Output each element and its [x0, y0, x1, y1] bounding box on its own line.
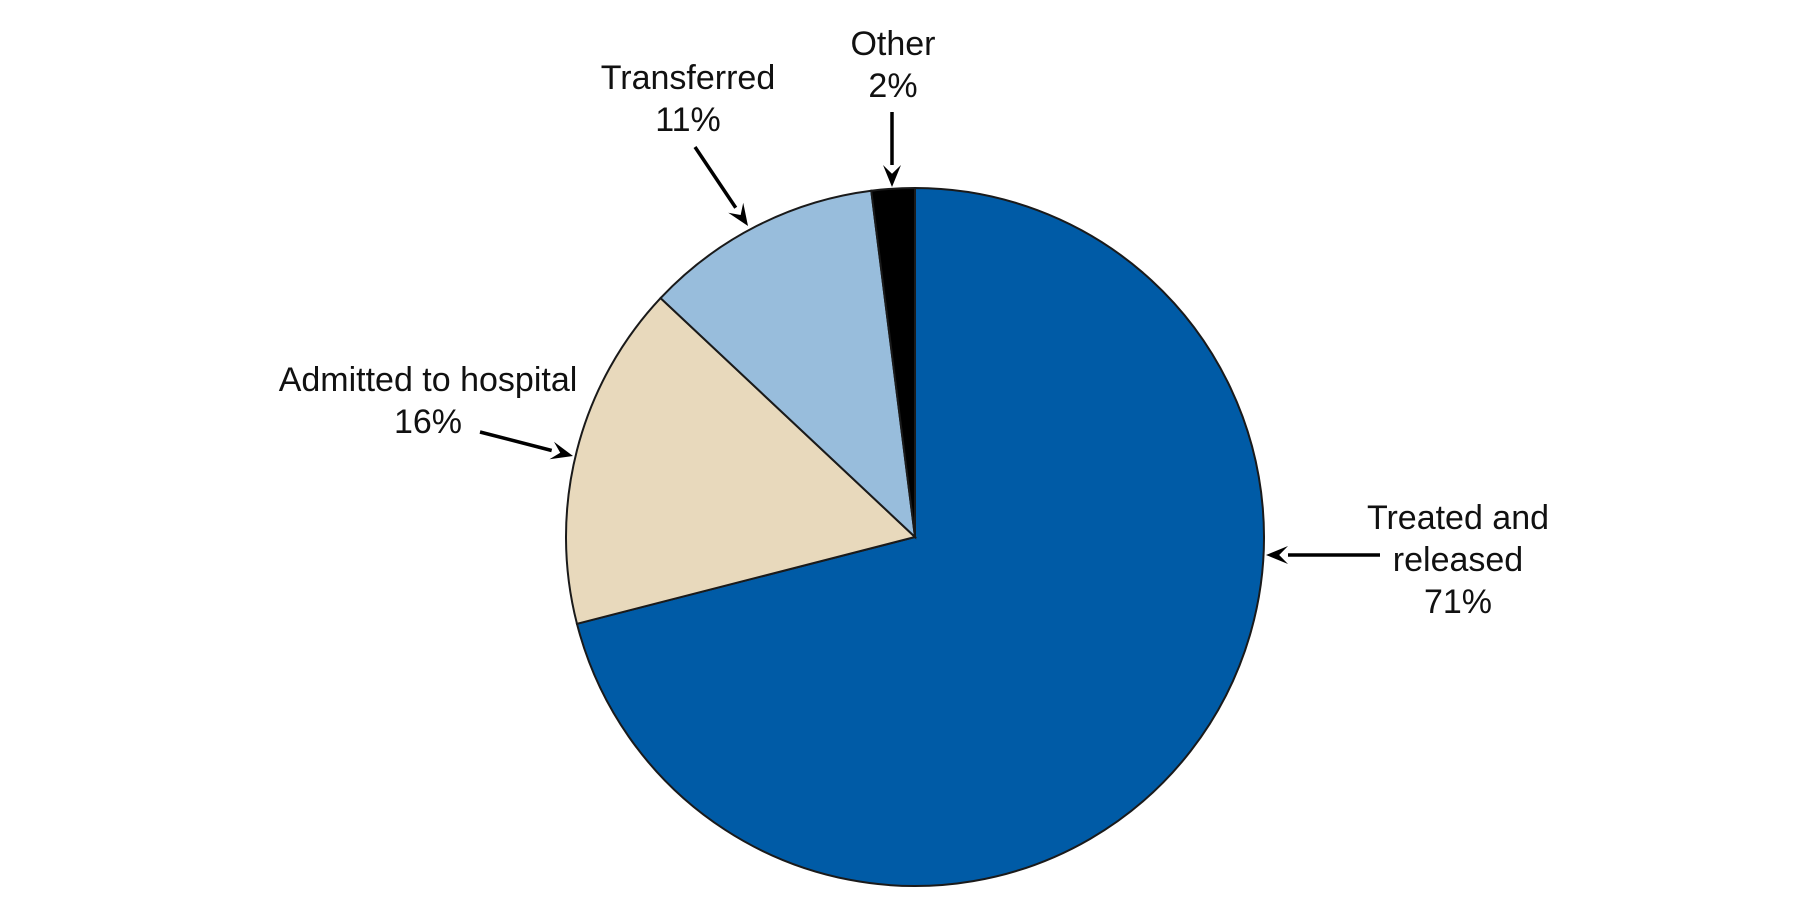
slice-labels: Treated and released 71% Admitted to hospit…: [279, 25, 1549, 621]
leader-arrow-admitted-to-hospital: [479, 430, 573, 460]
slice-name-text: Admitted to hospital: [279, 361, 578, 399]
leader-arrow-transferred: [693, 146, 748, 226]
slice-name-text: Transferred: [601, 59, 775, 97]
pie-slice-other: [870, 186, 916, 538]
slice-label-transferred: Transferred 11%: [601, 59, 775, 139]
leader-arrow-treated-and-released: [1266, 546, 1380, 564]
slice-label-treated-and-released: Treated and released 71%: [1367, 499, 1549, 621]
pie-slices: [565, 186, 1265, 887]
slice-value-text: 2%: [868, 67, 917, 105]
leader-arrows: [479, 112, 1380, 564]
pie-slice-admitted-to-hospital: [565, 296, 918, 626]
slice-name-text: released: [1393, 541, 1523, 579]
slice-value-text: 71%: [1424, 583, 1492, 621]
slice-name-text: Treated and: [1367, 499, 1549, 537]
slice-label-admitted-to-hospital: Admitted to hospital 16%: [279, 361, 578, 441]
slice-name-text: Other: [850, 25, 935, 63]
pie-slice-treated-and-released: [575, 186, 1265, 887]
leader-arrow-other: [883, 112, 901, 187]
pie-slice-transferred: [659, 189, 917, 540]
slice-label-other: Other 2%: [850, 25, 935, 105]
slice-value-text: 11%: [655, 101, 721, 139]
slice-value-text: 16%: [394, 403, 462, 441]
